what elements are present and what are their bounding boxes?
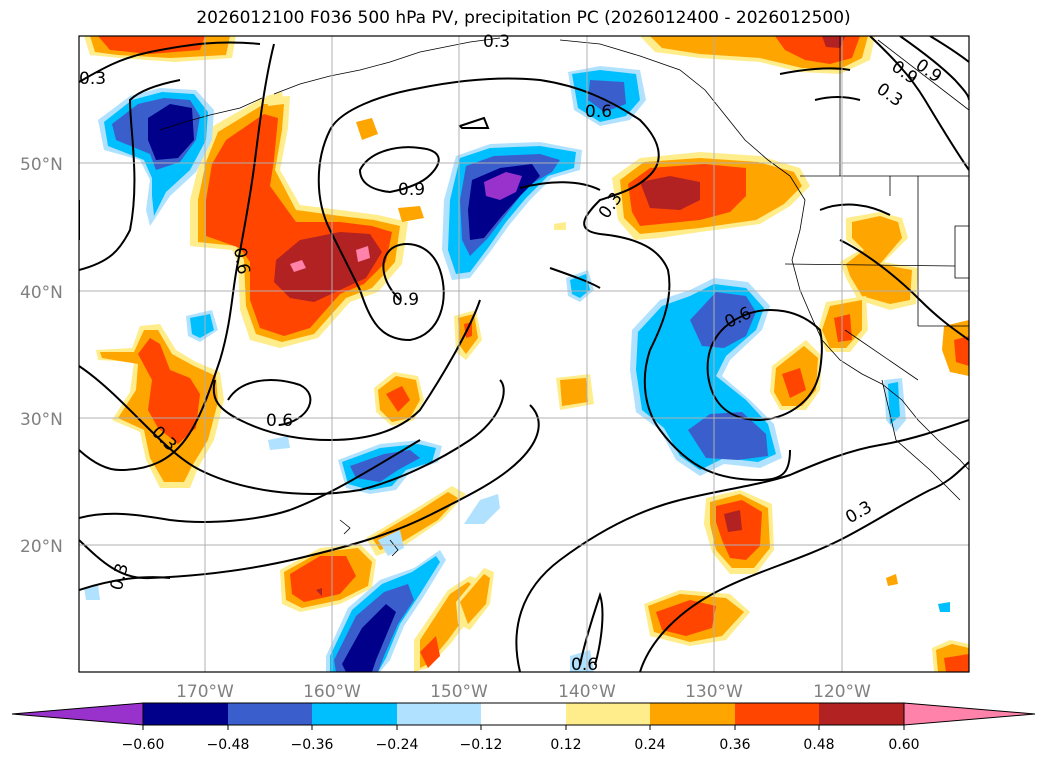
colorbar-tick-label: −0.12 xyxy=(460,737,503,753)
longitude-labels: 170°W 160°W 150°W 140°W 130°W 120°W xyxy=(176,682,871,702)
colorbar-extend-high xyxy=(903,702,1036,726)
contour-label: 0.6 xyxy=(585,102,612,122)
lat-label: 30°N xyxy=(20,410,63,430)
contour-label: 0.9 xyxy=(392,290,419,310)
colorbar-swatch xyxy=(143,703,228,725)
contour-label: 0.6 xyxy=(229,246,253,276)
colorbar-tick-label: 0.60 xyxy=(888,737,919,753)
colorbar-tick-label: −0.36 xyxy=(291,737,334,753)
colorbar-swatch xyxy=(566,703,650,725)
lon-label: 130°W xyxy=(685,682,743,702)
colorbar-tick-label: 0.48 xyxy=(803,737,834,753)
colorbar-swatch xyxy=(397,703,481,725)
latitude-labels: 50°N 40°N 30°N 20°N xyxy=(20,155,63,557)
colorbar-swatch xyxy=(650,703,735,725)
lat-label: 20°N xyxy=(20,537,63,557)
map-frame xyxy=(78,35,970,673)
contour-label: 0.6 xyxy=(571,655,598,675)
colorbar-swatch xyxy=(228,703,312,725)
lon-label: 160°W xyxy=(303,682,361,702)
colorbar-swatch xyxy=(819,703,904,725)
colorbar-swatch xyxy=(312,703,397,725)
contour-label: 0.3 xyxy=(79,69,106,89)
lon-label: 150°W xyxy=(430,682,488,702)
colorbar-tick-label: 0.24 xyxy=(634,737,665,753)
positive-anomaly-fields xyxy=(84,36,969,672)
lon-label: 170°W xyxy=(176,682,234,702)
lon-label: 120°W xyxy=(813,682,871,702)
colorbar: −0.60 −0.48 −0.36 −0.24 −0.12 0.12 0.24 … xyxy=(11,702,1036,753)
map-title: 2026012100 F036 500 hPa PV, precipitatio… xyxy=(196,8,851,28)
colorbar-tick-label: −0.60 xyxy=(122,737,165,753)
lat-label: 50°N xyxy=(20,155,63,175)
colorbar-tick-label: 0.36 xyxy=(719,737,750,753)
negative-anomaly-fields xyxy=(84,66,950,672)
coastlines xyxy=(159,36,969,557)
colorbar-tick-label: 0.12 xyxy=(550,737,581,753)
lon-label: 140°W xyxy=(558,682,616,702)
contour-label: 0.3 xyxy=(873,79,907,111)
colorbar-swatch xyxy=(481,703,566,725)
colorbar-swatch xyxy=(735,703,819,725)
contour-label: 0.9 xyxy=(398,180,425,200)
colorbar-ticks xyxy=(142,725,905,730)
colorbar-tick-label: −0.24 xyxy=(376,737,419,753)
lat-label: 40°N xyxy=(20,283,63,303)
colorbar-extend-low xyxy=(11,702,144,726)
colorbar-tick-label: −0.48 xyxy=(207,737,250,753)
colorbar-tick-labels: −0.60 −0.48 −0.36 −0.24 −0.12 0.12 0.24 … xyxy=(122,737,920,753)
contour-label: 0.3 xyxy=(483,32,510,52)
graticule xyxy=(79,36,969,672)
contour-label: 0.6 xyxy=(266,411,293,431)
